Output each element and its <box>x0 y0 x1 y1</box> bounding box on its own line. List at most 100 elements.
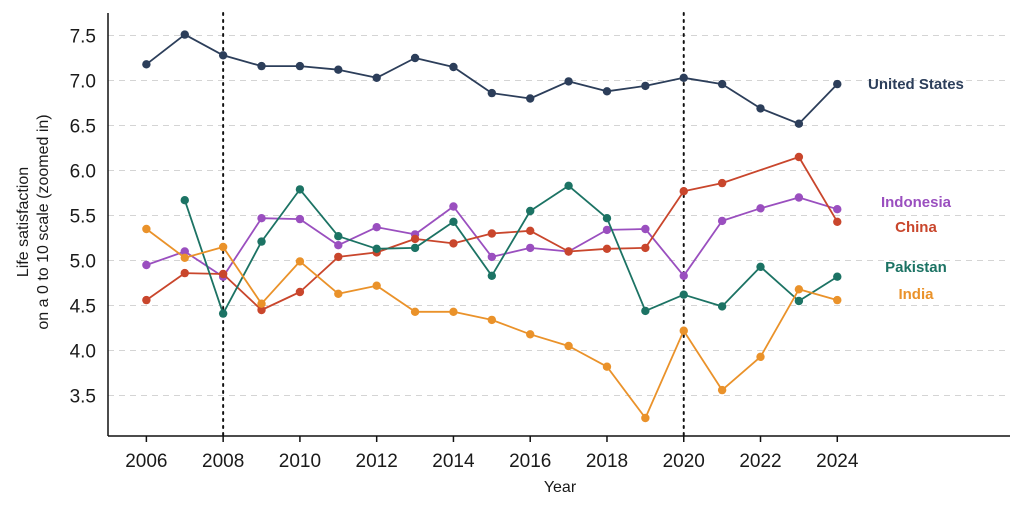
data-point-united-states <box>334 65 343 74</box>
data-point-indonesia <box>295 214 305 224</box>
data-point-china <box>717 178 727 188</box>
data-point-india <box>295 257 305 266</box>
axes: 3.5 4.0 4.5 5.0 5.5 6.0 6.5 7.0 7.5 2006 2008 2010 2… <box>70 13 1010 472</box>
y-tick-label: 7.5 <box>70 27 96 48</box>
data-point-china <box>180 268 189 278</box>
data-point-pakistan <box>717 302 727 311</box>
data-point-china <box>641 243 650 253</box>
data-point-pakistan <box>794 296 804 306</box>
data-point-indonesia <box>833 205 842 214</box>
grid-lines <box>108 35 1010 396</box>
x-tick-label: 2008 <box>202 451 244 472</box>
y-tick-label: 3.5 <box>70 387 96 408</box>
data-point-united-states <box>564 77 573 86</box>
y-tick-label: 5.5 <box>70 207 96 228</box>
data-point-china <box>833 217 842 226</box>
data-point-pakistan <box>410 243 420 253</box>
data-point-china <box>142 295 151 305</box>
data-point-pakistan <box>526 206 535 216</box>
data-point-india <box>794 285 804 294</box>
y-tick-label: 4.0 <box>70 342 96 363</box>
series-line-china <box>145 156 839 311</box>
data-point-pakistan <box>334 232 343 241</box>
x-tick-label: 2016 <box>509 451 551 472</box>
data-point-india <box>564 341 573 351</box>
data-point-indonesia <box>602 225 612 235</box>
data-point-china <box>794 152 804 162</box>
series-lines <box>142 30 842 423</box>
y-tick-label: 4.5 <box>70 297 96 318</box>
data-point-indonesia <box>641 224 650 234</box>
data-point-india <box>602 362 612 371</box>
data-point-india <box>372 281 381 290</box>
data-point-pakistan <box>372 244 381 253</box>
data-point-indonesia <box>372 223 381 232</box>
x-tick-label: 2022 <box>739 451 781 472</box>
data-point-pakistan <box>756 262 765 271</box>
data-point-indonesia <box>487 252 497 262</box>
data-point-united-states <box>180 30 189 39</box>
data-point-china <box>487 229 497 238</box>
y-tick-label: 5.0 <box>70 252 96 273</box>
data-point-india <box>641 413 650 423</box>
data-point-india <box>833 295 842 305</box>
data-point-india <box>679 326 688 335</box>
data-point-indonesia <box>526 243 535 253</box>
data-point-indonesia <box>334 241 343 250</box>
vertical-markers <box>222 12 685 437</box>
data-point-china <box>602 244 612 253</box>
series-labels: United States Indonesia China Pakistan India <box>868 76 964 303</box>
data-point-indonesia <box>449 202 458 211</box>
data-point-indonesia <box>756 204 765 213</box>
data-point-china <box>679 187 688 196</box>
data-point-pakistan <box>487 271 497 280</box>
data-point-pakistan <box>602 214 612 223</box>
data-point-china <box>218 269 228 279</box>
x-tick-label: 2014 <box>432 451 475 472</box>
data-point-indonesia <box>794 193 804 202</box>
data-point-united-states <box>218 51 228 60</box>
data-point-pakistan <box>833 272 842 281</box>
data-point-pakistan <box>180 196 189 205</box>
data-point-indonesia <box>717 216 727 226</box>
data-point-china <box>449 239 458 248</box>
y-tick-label: 6.5 <box>70 117 96 138</box>
data-point-india <box>526 330 535 339</box>
data-point-india <box>180 253 189 262</box>
data-point-india <box>487 315 497 325</box>
x-axis-title: Year <box>544 479 577 496</box>
data-point-india <box>410 307 420 316</box>
data-point-united-states <box>717 79 727 89</box>
data-point-india <box>257 299 266 308</box>
data-point-indonesia <box>679 271 688 280</box>
data-point-india <box>717 385 727 395</box>
series-label-indonesia: Indonesia <box>881 194 952 211</box>
data-point-pakistan <box>564 181 573 190</box>
y-tick-label: 7.0 <box>70 72 96 93</box>
data-point-china <box>564 247 573 256</box>
data-point-united-states <box>487 88 497 98</box>
data-point-united-states <box>142 60 151 69</box>
data-point-china <box>257 305 266 315</box>
data-point-united-states <box>679 73 688 83</box>
series-label-pakistan: Pakistan <box>885 259 947 276</box>
data-point-china <box>295 287 305 297</box>
data-point-pakistan <box>218 309 228 318</box>
data-point-pakistan <box>641 306 650 316</box>
data-point-india <box>756 352 765 361</box>
data-point-united-states <box>372 73 381 83</box>
data-point-china <box>526 226 535 235</box>
data-point-united-states <box>526 94 535 103</box>
x-tick-label: 2024 <box>816 451 859 472</box>
data-point-india <box>142 224 151 234</box>
data-point-united-states <box>756 104 765 113</box>
data-point-united-states <box>641 81 650 91</box>
data-point-india <box>334 289 343 298</box>
series-label-united-states: United States <box>868 76 964 93</box>
series-label-india: India <box>898 286 934 303</box>
x-tick-label: 2018 <box>586 451 628 472</box>
data-point-united-states <box>449 62 458 72</box>
data-point-pakistan <box>257 237 266 246</box>
